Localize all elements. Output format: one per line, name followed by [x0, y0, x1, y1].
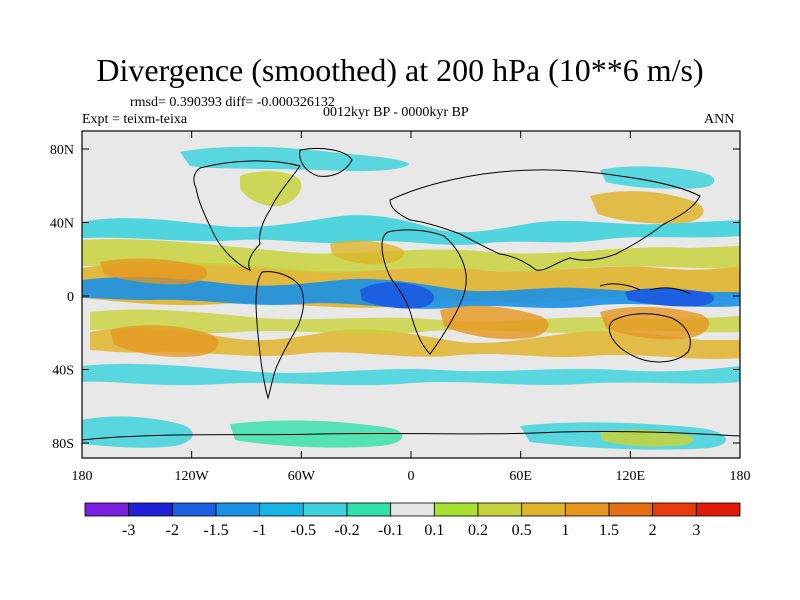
y-tick-label: 0: [67, 290, 74, 305]
x-tick-label: 120W: [175, 469, 210, 484]
field-north-pacific-cyan: [600, 166, 715, 189]
colorbar-label: 0.5: [512, 522, 532, 539]
field-strong-negative-africa: [360, 282, 435, 309]
field-positive-band-south-subtropics: [90, 328, 740, 359]
field-east-pacific-positive: [110, 325, 219, 358]
coast-indonesia: [599, 283, 691, 295]
y-tick-label: 80S: [52, 437, 74, 452]
x-tick-label: 60W: [288, 469, 316, 484]
colorbar-swatch: [215, 502, 261, 517]
colorbar-swatch: [521, 502, 566, 517]
y-tick-label: 80N: [50, 143, 74, 158]
field-arctic-positive-greenland: [240, 171, 302, 207]
field-strong-negative-pacific: [625, 288, 715, 307]
map-axes: 180 120W 60W 0 60E 120E 180 80N 40N 0 40S 80S: [50, 131, 751, 484]
colorbar-label: -1: [253, 522, 266, 539]
colorbar-swatch: [390, 502, 435, 517]
colorbar-label: -0.2: [334, 522, 359, 539]
colorbar-label: 0.2: [468, 522, 488, 539]
colorbar-swatch: [477, 502, 523, 517]
colorbar-swatch: [84, 502, 130, 517]
colorbar: -3 -2 -1.5 -1 -0.5 -0.2 -0.1 0.1 0.2 0.5 1 1.5 2 3: [84, 502, 741, 539]
period-label: 0012kyr BP - 0000kyr BP: [323, 105, 469, 120]
x-tick-label: 180: [730, 469, 751, 484]
coast-greenland: [299, 147, 353, 177]
field-antarctic-cyan-west: [82, 416, 193, 448]
field-indian-ocean-positive: [440, 305, 549, 340]
colorbar-swatch: [259, 502, 304, 517]
colorbar-swatch: [564, 502, 610, 517]
colorbar-swatch: [695, 502, 741, 517]
colorbar-swatch: [346, 502, 392, 517]
colorbar-label: 1: [561, 522, 569, 539]
field-negative-band-south-midlat: [82, 363, 740, 386]
field-north-pacific-positive: [590, 191, 704, 224]
field-arctic-cyan: [180, 146, 410, 172]
coast-north-america: [193, 160, 301, 271]
field-north-atlantic-positive: [330, 240, 405, 265]
colorbar-swatch: [171, 502, 217, 517]
y-tick-label: 40N: [50, 217, 74, 232]
x-tick-label: 60E: [509, 469, 532, 484]
coast-south-america: [255, 271, 305, 400]
colorbar-label: -0.5: [291, 522, 316, 539]
plot-title: Divergence (smoothed) at 200 hPa (10**6 …: [96, 52, 704, 88]
y-tick-label: 40S: [52, 364, 74, 379]
colorbar-label: 0.1: [424, 522, 444, 539]
x-tick-label: 180: [72, 469, 93, 484]
coast-antarctica: [82, 430, 740, 441]
field-weak-positive-south-subtropics: [90, 309, 740, 334]
colorbar-swatch: [608, 502, 654, 517]
x-tick-label: 120E: [616, 469, 646, 484]
colorbar-label: 2: [649, 522, 657, 539]
coast-africa: [381, 229, 467, 355]
colorbar-swatch: [652, 502, 697, 517]
coastlines: [82, 147, 740, 441]
colorbar-label: 3: [692, 522, 700, 539]
coast-eurasia: [389, 169, 701, 271]
colorbar-swatch: [128, 502, 173, 517]
divergence-field: [82, 146, 740, 450]
colorbar-swatch: [433, 502, 479, 517]
x-tick-label: 0: [408, 469, 415, 484]
field-weak-positive-band-tropics: [82, 239, 740, 273]
coast-australia: [608, 313, 691, 363]
colorbar-label: -1.5: [203, 522, 228, 539]
stats-label: rmsd= 0.390393 diff= -0.000326132: [130, 95, 335, 110]
season-label: ANN: [704, 112, 735, 127]
field-east-pacific-north-positive: [100, 258, 208, 285]
experiment-label: Expt = teixm-teixa: [82, 112, 188, 127]
field-antarctic-positive-east: [600, 429, 694, 447]
colorbar-swatch: [302, 502, 348, 517]
colorbar-label: -0.1: [378, 522, 403, 539]
colorbar-label: 1.5: [599, 522, 619, 539]
colorbar-label: -2: [166, 522, 179, 539]
colorbar-label: -3: [122, 522, 135, 539]
